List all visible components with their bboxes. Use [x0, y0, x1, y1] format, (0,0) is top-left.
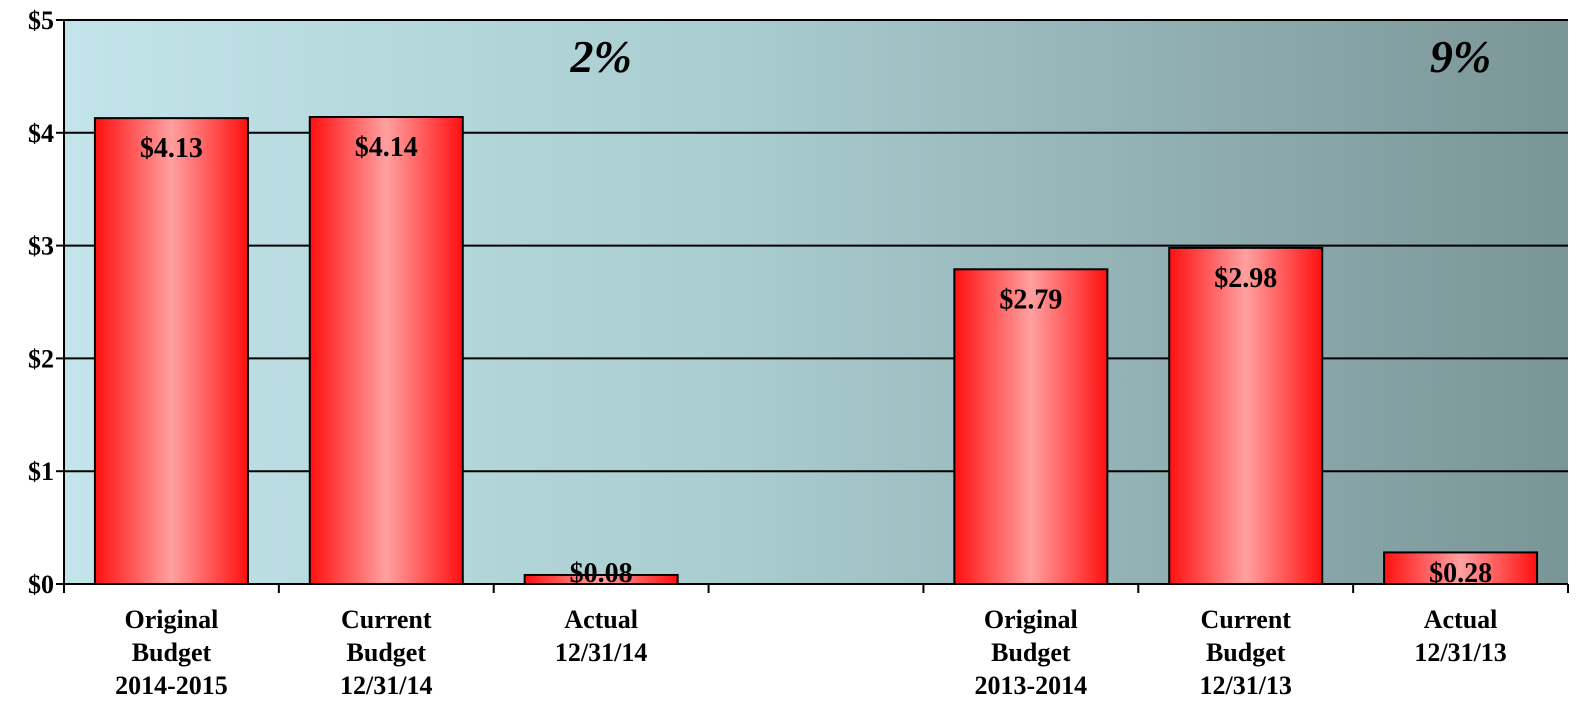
- y-tick-label-0: $0: [28, 570, 54, 599]
- data-label-0: $4.13: [140, 133, 203, 164]
- annotation-0: 2%: [569, 31, 631, 82]
- bar-4: [953, 268, 1109, 585]
- y-tick-label-1: $1: [28, 457, 54, 486]
- category-label-1: Current Budget 12/31/14: [340, 605, 432, 700]
- plot-background: [64, 20, 1568, 584]
- y-tick-label-3: $3: [28, 232, 54, 261]
- data-label-1: $4.14: [355, 132, 418, 163]
- y-tick-label-2: $2: [28, 344, 54, 373]
- data-label-5: $2.98: [1214, 263, 1277, 294]
- y-tick-label-4: $4: [28, 119, 54, 148]
- y-tick-label-5: $5: [28, 6, 54, 35]
- category-label-4: Original Budget 2013-2014: [975, 605, 1088, 700]
- category-label-2: Actual 12/31/14: [555, 605, 647, 667]
- annotation-1: 9%: [1430, 31, 1491, 82]
- bars: [93, 116, 1539, 586]
- bar-6: [1383, 551, 1539, 586]
- category-label-6: Actual 12/31/13: [1414, 605, 1506, 667]
- bar-1: [308, 116, 464, 586]
- data-label-2: $0.08: [570, 558, 633, 589]
- data-label-6: $0.28: [1429, 558, 1492, 589]
- axes: [56, 19, 1569, 593]
- bar-5: [1168, 246, 1324, 586]
- category-label-5: Current Budget 12/31/13: [1199, 605, 1291, 700]
- category-label-0: Original Budget 2014-2015: [115, 605, 228, 700]
- data-label-4: $2.79: [999, 284, 1062, 315]
- bar-0: [93, 117, 249, 586]
- labels: $0 $1 $2 $3 $4 $5 Original Budget 2014-2015 Curre…: [28, 6, 1507, 700]
